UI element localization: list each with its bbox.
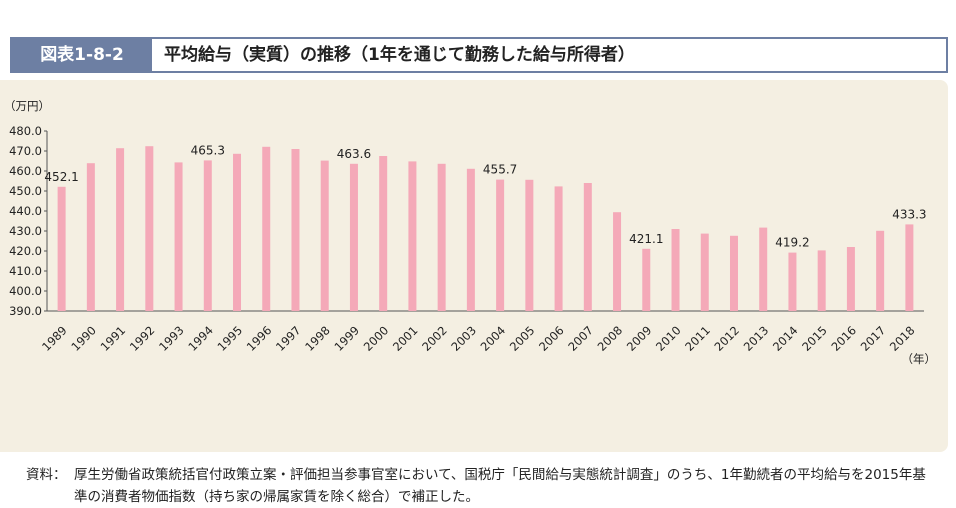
figure-header: 図表1-8-2 平均給与（実質）の推移（1年を通じて勤務した給与所得者） [10,37,948,73]
chart-panel: （万円） 390.0 400.0 410.0 420.0 430.0 440.0 450.0 4… [0,80,948,505]
bar-1992 [145,146,154,311]
x-tick-label-2004: 2004 [478,323,509,354]
y-tick-label: 440.0 [9,204,42,218]
x-tick-label-2005: 2005 [507,323,538,354]
x-tick-label-2002: 2002 [419,323,450,354]
bar-2001 [408,161,417,311]
bar-2018 [905,224,914,311]
bar-2011 [700,233,709,311]
bar-2016 [846,247,855,311]
x-tick-label-2014: 2014 [770,323,801,354]
x-tick-label-1994: 1994 [185,323,216,354]
x-tick-label-1990: 1990 [68,323,99,354]
x-tick-label-2017: 2017 [858,323,889,354]
data-label-2009: 421.1 [629,232,663,246]
bar-1995 [233,153,242,311]
bar-1997 [291,149,300,311]
bar-2014 [788,252,797,311]
y-tick-label: 390.0 [9,304,42,318]
bar-2015 [817,250,826,311]
x-tick-label-2000: 2000 [361,323,392,354]
caption-prefix: 資料： [26,467,67,483]
bar-chart: （万円）390.0400.0410.0420.0430.0440.0450.04… [4,99,937,366]
x-tick-label-1999: 1999 [331,323,362,354]
bar-2009 [642,248,651,311]
bar-1989 [57,186,66,311]
caption-text: 厚生労働省政策統括官付政策立案・評価担当参事官室において、国税庁「民間給与実態統… [74,467,926,505]
bar-1998 [320,160,329,311]
y-tick-label: 460.0 [9,164,42,178]
x-tick-label-1998: 1998 [302,323,333,354]
x-tick-label-2011: 2011 [682,323,713,354]
x-tick-label-2009: 2009 [624,323,655,354]
x-tick-label-1992: 1992 [127,323,158,354]
x-tick-label-2001: 2001 [390,323,421,354]
x-tick-label-2010: 2010 [653,323,684,354]
y-tick-label: 400.0 [9,284,42,298]
source-caption: 資料： 厚生労働省政策統括官付政策立案・評価担当参事官室において、国税庁「民間給… [26,464,936,508]
data-label-1994: 465.3 [191,143,225,157]
figure-label: 図表1-8-2 [12,39,152,71]
data-label-1999: 463.6 [337,147,371,161]
bar-2013 [759,227,768,311]
y-tick-label: 430.0 [9,224,42,238]
y-tick-label: 470.0 [9,144,42,158]
y-tick-label: 450.0 [9,184,42,198]
x-axis-label: （年） [902,352,937,366]
x-tick-label-2016: 2016 [828,323,859,354]
y-tick-label: 410.0 [9,264,42,278]
x-tick-label-2003: 2003 [448,323,479,354]
x-tick-label-2008: 2008 [595,323,626,354]
bar-2006 [554,186,563,311]
bar-2007 [583,183,592,311]
bar-1999 [349,163,358,311]
x-tick-label-1993: 1993 [156,323,187,354]
x-tick-label-2012: 2012 [712,323,743,354]
bar-2010 [671,229,680,311]
y-tick-label: 420.0 [9,244,42,258]
x-tick-label-2018: 2018 [887,323,918,354]
x-tick-label-1997: 1997 [273,323,304,354]
bar-2002 [437,163,446,311]
bar-2000 [379,156,388,311]
bar-2004 [496,179,505,311]
bar-1994 [203,160,212,311]
x-tick-label-1996: 1996 [244,323,275,354]
bar-2005 [525,179,534,311]
x-tick-label-2006: 2006 [536,323,567,354]
data-label-1989: 452.1 [44,170,78,184]
bar-1996 [262,146,271,311]
data-label-2018: 433.3 [892,207,926,221]
x-tick-label-2015: 2015 [799,323,830,354]
x-tick-label-2013: 2013 [741,323,772,354]
y-axis-label: （万円） [4,99,50,113]
figure-title: 平均給与（実質）の推移（1年を通じて勤務した給与所得者） [164,45,635,65]
x-tick-label-1995: 1995 [215,323,246,354]
data-label-2014: 419.2 [775,236,809,250]
bar-2003 [466,168,475,311]
x-tick-label-1989: 1989 [39,323,70,354]
bar-1991 [116,148,125,311]
bar-1990 [86,163,95,311]
x-tick-label-1991: 1991 [98,323,129,354]
x-tick-label-2007: 2007 [565,323,596,354]
y-tick-label: 480.0 [9,124,42,138]
bar-2017 [876,230,885,311]
bar-1993 [174,162,183,311]
bar-2012 [729,235,738,311]
data-label-2004: 455.7 [483,163,517,177]
bar-2008 [613,212,622,311]
